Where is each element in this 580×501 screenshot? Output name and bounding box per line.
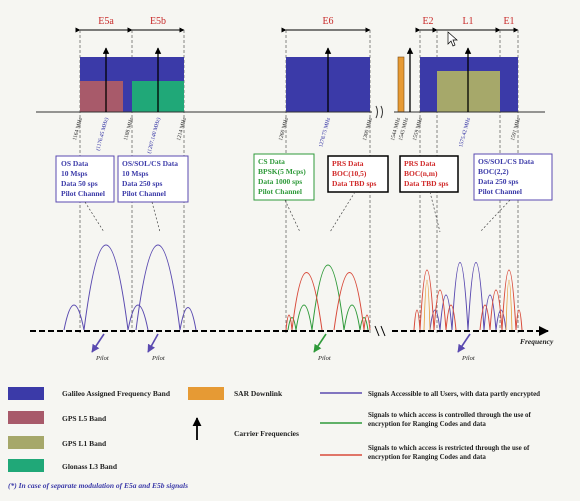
box-prs-l1-line3: Data TBD sps	[404, 179, 449, 188]
legend-glonass: Glonass L3 Band	[8, 459, 118, 472]
leader-lines	[84, 191, 511, 233]
pilot-arrow-4	[457, 333, 471, 353]
box-cs-e6-line3: Data 1000 sps	[258, 177, 302, 186]
label-e1: E1	[503, 16, 514, 27]
pilot-arrow-2	[147, 333, 159, 353]
tick-1214: 1214 MHz	[176, 116, 188, 141]
band-labels: E5a E5b E6 E2 L1 E1	[98, 16, 514, 27]
box-cs-e6: CS Data BPSK(5 Mcps) Data 1000 sps Pilot…	[253, 153, 315, 201]
pilot-label-3: Pilot	[317, 355, 331, 362]
info-boxes: OS Data 10 Msps Data 50 sps Pilot Channe…	[55, 153, 553, 203]
box-os-e5b-line4: Pilot Channel	[122, 189, 166, 198]
frequency-bands	[80, 56, 518, 113]
footnote: (*) In case of separate modulation of E5…	[8, 481, 188, 490]
axis-frequency-label: Frequency	[520, 337, 554, 346]
box-os-l1-line4: Pilot Channel	[478, 187, 522, 196]
sar-downlink-band	[397, 56, 405, 113]
legend-sig-all-label: Signals Accessible to all Users, with da…	[368, 390, 540, 398]
spectrum-l1-peaks	[423, 279, 513, 331]
box-prs-e6-line3: Data TBD sps	[332, 179, 377, 188]
frequency-axis: Frequency	[30, 325, 554, 346]
legend-sar: SAR Downlink	[188, 387, 283, 400]
tick-1188: 1188 MHz	[123, 116, 135, 141]
carrier-arrows	[102, 47, 472, 112]
box-os-e5b-line1: OS/SOL/CS Data	[122, 159, 178, 168]
box-os-e5b: OS/SOL/CS Data 10 Msps Data 250 sps Pilo…	[117, 155, 189, 203]
tick-1260: 1260 MHz	[278, 116, 290, 141]
spectrum-l1-os	[429, 262, 507, 331]
tick-1300: 1300 MHz	[362, 116, 374, 141]
frequency-tick-labels: 1164 MHz (1176.45 MHz) 1188 MHz (1207.14…	[72, 116, 522, 154]
label-e5a: E5a	[98, 16, 114, 27]
label-e6: E6	[322, 16, 333, 27]
box-prs-e6-line2: BOC(10,5)	[332, 169, 367, 178]
axis-break-top	[375, 105, 383, 119]
pilot-label-1: Pilot	[95, 355, 109, 362]
tick-1278: 1278.75 MHz	[318, 116, 332, 148]
tick-1176: (1176.45 MHz)	[94, 117, 110, 152]
box-prs-e6-line1: PRS Data	[332, 159, 364, 168]
legend-sar-label: SAR Downlink	[234, 389, 283, 398]
pilot-arrows	[91, 333, 471, 353]
box-os-e5b-line2: 10 Msps	[122, 169, 149, 178]
tick-1164: 1164 MHz	[72, 116, 84, 141]
tick-1591: 1591 MHz	[510, 116, 522, 141]
box-prs-l1-line1: PRS Data	[404, 159, 436, 168]
legend-galileo-label: Galileo Assigned Frequency Band	[62, 389, 171, 398]
legend-gps-l5: GPS L5 Band	[8, 411, 107, 424]
box-os-l1: OS/SOL/CS Data BOC(2,2) Data 250 sps Pil…	[473, 153, 553, 201]
box-os-e5a-line3: Data 50 sps	[61, 179, 98, 188]
box-prs-l1-line2: BOC(n,m)	[404, 169, 438, 178]
legend-gps-l1: GPS L1 Band	[8, 436, 107, 449]
tick-1575: 1575.42 MHz	[458, 116, 472, 148]
spectrum-l1-prs	[413, 269, 523, 331]
pilot-arrow-1	[91, 333, 105, 353]
box-os-e5a-line4: Pilot Channel	[61, 189, 105, 198]
box-cs-e6-line1: CS Data	[258, 157, 285, 166]
box-os-l1-line1: OS/SOL/CS Data	[478, 157, 534, 166]
box-os-e5a-line2: 10 Msps	[61, 169, 88, 178]
label-e5b: E5b	[150, 16, 166, 27]
spectrum-e6-prs	[285, 272, 371, 331]
legend-sig-restricted-line1: Signals to which access is restricted th…	[368, 444, 530, 452]
legend-sig-all: Signals Accessible to all Users, with da…	[320, 390, 540, 398]
tick-1207: (1207.140 MHz)	[146, 117, 162, 155]
legend-sig-controlled-line2: encryption for Ranging Codes and data	[368, 420, 486, 428]
spectrum-e5	[63, 244, 197, 331]
box-prs-e6: PRS Data BOC(10,5) Data TBD sps	[327, 155, 389, 193]
label-l1: L1	[462, 16, 473, 27]
legend-gps-l5-label: GPS L5 Band	[62, 414, 107, 423]
box-os-e5a-line1: OS Data	[61, 159, 89, 168]
pilot-labels: Pilot Pilot Pilot Pilot	[95, 355, 475, 362]
box-prs-l1: PRS Data BOC(n,m) Data TBD sps	[399, 155, 459, 193]
legend-carrier: Carrier Frequencies	[192, 417, 299, 440]
cursor-icon	[447, 31, 458, 47]
legend-gps-l1-label: GPS L1 Band	[62, 439, 107, 448]
pilot-arrow-3	[313, 333, 327, 353]
box-os-l1-line2: BOC(2,2)	[478, 167, 509, 176]
spectrum-e6-cs	[287, 264, 369, 331]
box-os-e5a: OS Data 10 Msps Data 50 sps Pilot Channe…	[55, 155, 115, 203]
pilot-label-2: Pilot	[151, 355, 165, 362]
box-cs-e6-line4: Pilot Channel	[258, 187, 302, 196]
tick-1559: 1559 MHz	[412, 116, 424, 141]
legend-sig-restricted: Signals to which access is restricted th…	[320, 444, 530, 461]
box-os-l1-line3: Data 250 sps	[478, 177, 519, 186]
signal-spectra	[63, 244, 523, 331]
legend-glonass-label: Glonass L3 Band	[62, 462, 118, 471]
legend-sig-controlled-line1: Signals to which access is controlled th…	[368, 411, 532, 419]
pilot-label-4: Pilot	[461, 355, 475, 362]
legend-sig-restricted-line2: encryption for Ranging Codes and data	[368, 453, 486, 461]
legend-carrier-label: Carrier Frequencies	[234, 429, 299, 438]
legend-galileo: Galileo Assigned Frequency Band	[8, 387, 171, 400]
legend: Galileo Assigned Frequency Band GPS L5 B…	[8, 387, 540, 472]
legend-sig-controlled: Signals to which access is controlled th…	[320, 411, 532, 428]
box-os-e5b-line3: Data 250 sps	[122, 179, 163, 188]
label-e2: E2	[422, 16, 433, 27]
box-cs-e6-line2: BPSK(5 Mcps)	[258, 167, 306, 176]
gps-l5-band	[80, 81, 123, 112]
